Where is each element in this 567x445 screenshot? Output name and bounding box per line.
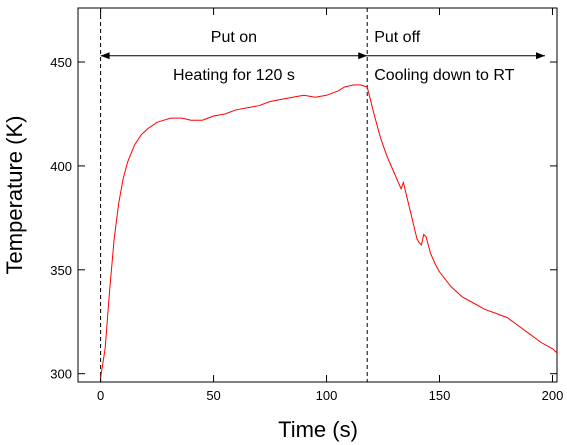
- y-tick-label: 450: [50, 55, 72, 70]
- y-tick-label: 350: [50, 263, 72, 278]
- y-tick-label: 300: [50, 367, 72, 382]
- arrowhead-left: [100, 52, 110, 60]
- x-axis-title: Time (s): [278, 417, 358, 442]
- arrowhead-right: [358, 52, 368, 60]
- y-tick-label: 400: [50, 159, 72, 174]
- heating-note: Heating for 120 s: [173, 67, 295, 84]
- y-axis: 300 350 400 450: [50, 55, 557, 382]
- x-tick-label: 100: [316, 388, 338, 403]
- marker-lines: [100, 8, 368, 382]
- arrowhead-cooling: [536, 52, 545, 60]
- y-axis-title: Temperature (K): [2, 116, 27, 275]
- cooling-note: Cooling down to RT: [374, 67, 514, 84]
- x-tick-label: 0: [97, 388, 104, 403]
- temperature-series-line: [100, 84, 558, 378]
- x-axis: 0 50 100 150 200: [97, 8, 563, 403]
- x-tick-label: 150: [429, 388, 451, 403]
- x-tick-label: 50: [206, 388, 220, 403]
- x-tick-label: 200: [542, 388, 564, 403]
- put-off-label: Put off: [374, 29, 421, 46]
- annotation-arrows: [100, 52, 545, 60]
- put-on-label: Put on: [211, 29, 257, 46]
- plot-frame: [77, 7, 558, 383]
